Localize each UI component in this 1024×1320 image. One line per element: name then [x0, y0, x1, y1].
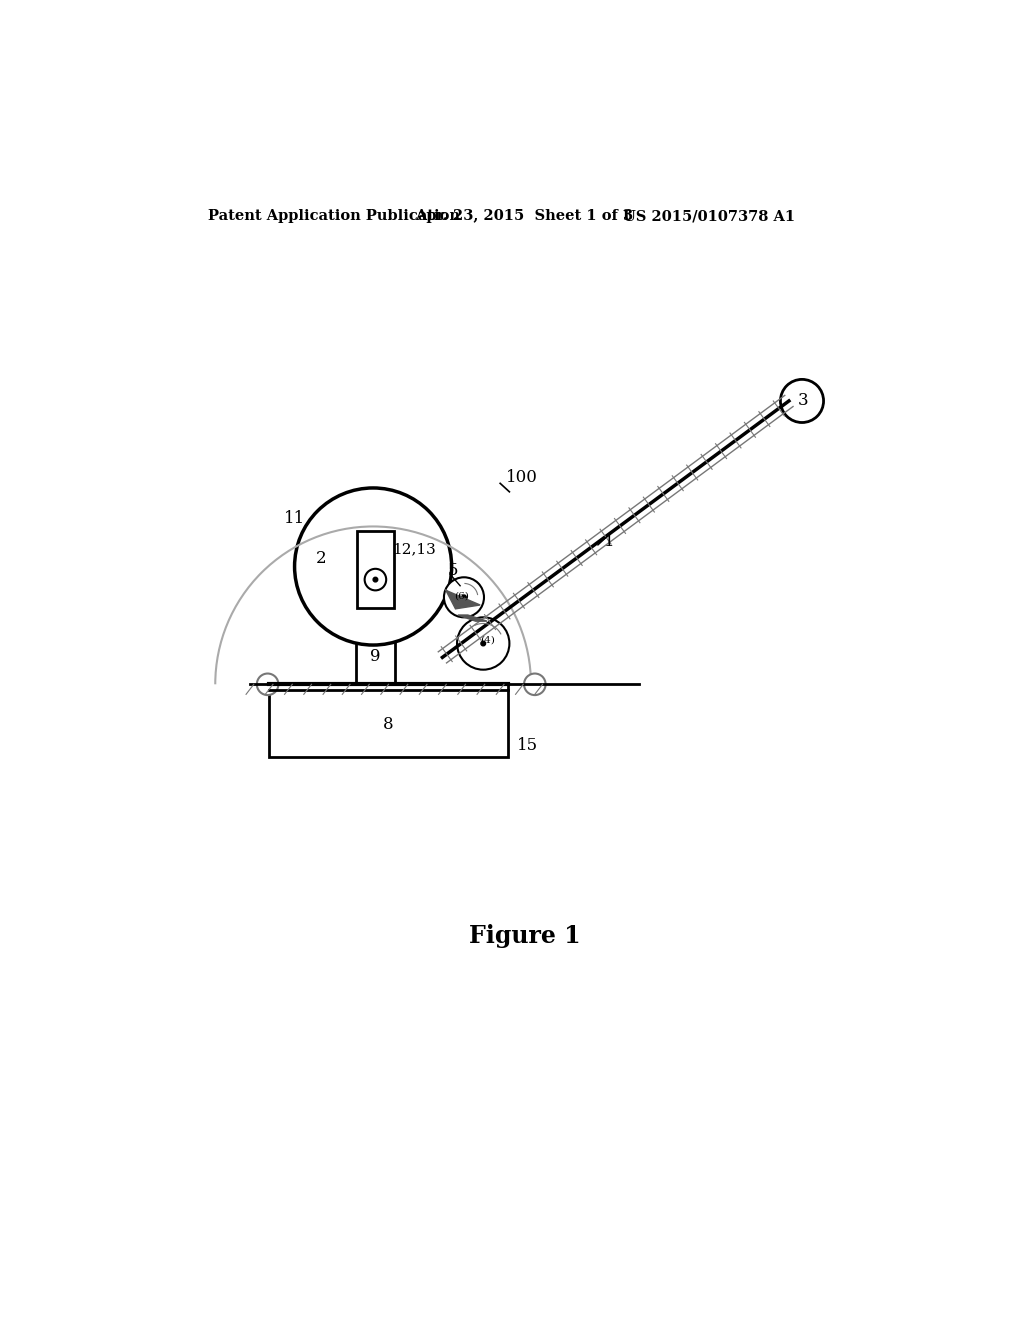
- Text: 100: 100: [506, 470, 538, 487]
- Polygon shape: [458, 615, 487, 622]
- Circle shape: [457, 618, 509, 669]
- Polygon shape: [445, 590, 480, 609]
- Circle shape: [365, 569, 386, 590]
- Text: 2: 2: [315, 550, 326, 568]
- Text: (6): (6): [455, 593, 469, 601]
- Circle shape: [444, 577, 484, 618]
- Text: 8: 8: [383, 715, 394, 733]
- Circle shape: [524, 673, 546, 696]
- Text: 1: 1: [604, 533, 614, 550]
- Circle shape: [295, 488, 452, 645]
- Circle shape: [462, 595, 466, 599]
- Bar: [356, 630, 394, 684]
- Text: Apr. 23, 2015  Sheet 1 of 3: Apr. 23, 2015 Sheet 1 of 3: [416, 209, 634, 223]
- Text: (4): (4): [479, 636, 495, 645]
- Text: 15: 15: [517, 738, 539, 755]
- Circle shape: [373, 577, 378, 582]
- Text: Patent Application Publication: Patent Application Publication: [208, 209, 460, 223]
- Circle shape: [481, 642, 485, 645]
- Text: 12,13: 12,13: [392, 543, 436, 557]
- Circle shape: [780, 379, 823, 422]
- Text: 3: 3: [799, 392, 809, 409]
- Bar: [357, 531, 394, 609]
- Text: Figure 1: Figure 1: [469, 924, 581, 948]
- Text: 9: 9: [370, 648, 381, 665]
- Text: 5: 5: [447, 562, 458, 579]
- Text: 11: 11: [284, 511, 305, 527]
- Circle shape: [257, 673, 279, 696]
- Text: US 2015/0107378 A1: US 2015/0107378 A1: [624, 209, 796, 223]
- Bar: [269, 684, 508, 758]
